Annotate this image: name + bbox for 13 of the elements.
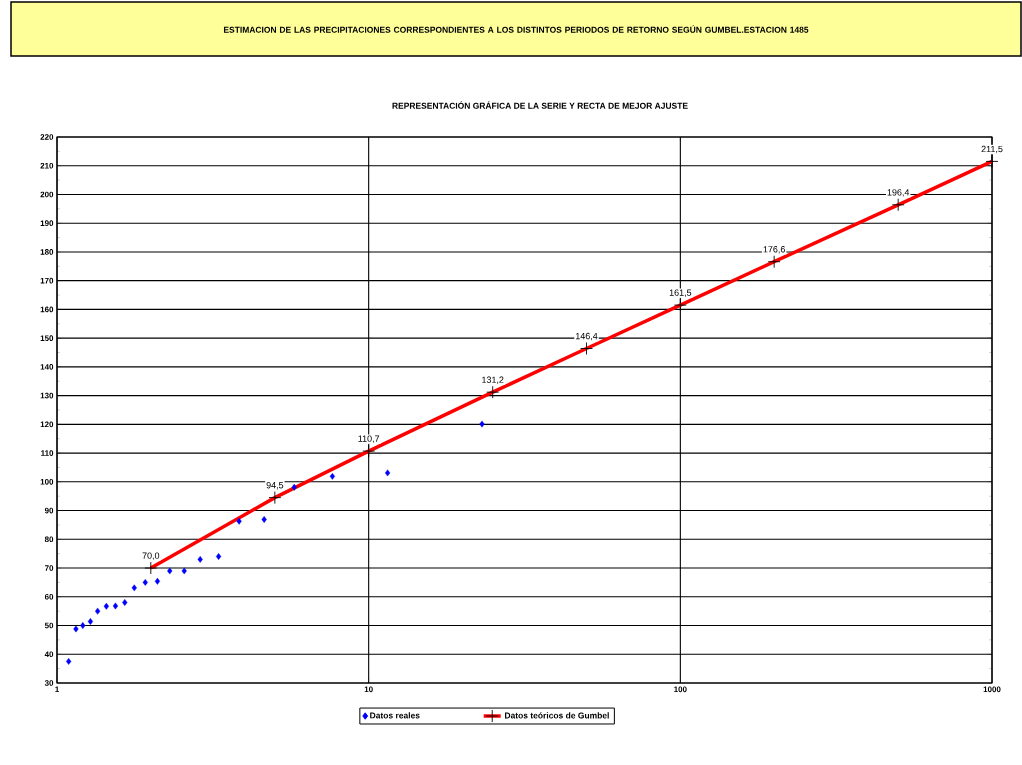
data-label: 94,5	[266, 482, 284, 490]
data-label: 196,4	[887, 189, 910, 197]
data-label: 70,0	[142, 552, 160, 560]
data-label: 146,4	[575, 332, 598, 341]
chart-subtitle: REPRESENTACIÓN GRÁFICA DE LA SERIE Y RECTA DE MEJOR AJUSTE	[392, 101, 688, 109]
data-label: 110,7	[358, 435, 380, 443]
data-label: 131,2	[482, 376, 504, 384]
chart-title: ESTIMACION DE LAS PRECIPITACIONES CORRESPONDIENTES A LOS DISTINTOS PERIODOS DE RETORNO SEGÚN GUMBEL.ESTACION 1485	[223, 25, 809, 33]
data-label: 176,6	[763, 246, 785, 254]
data-label: 211,5	[981, 145, 1003, 154]
legend-label: Datos reales	[370, 712, 420, 719]
legend-label: Datos teóricos de Gumbel	[505, 712, 609, 719]
data-label: 161,5	[669, 289, 692, 297]
